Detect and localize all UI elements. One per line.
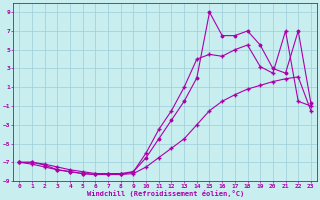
X-axis label: Windchill (Refroidissement éolien,°C): Windchill (Refroidissement éolien,°C)	[86, 190, 244, 197]
